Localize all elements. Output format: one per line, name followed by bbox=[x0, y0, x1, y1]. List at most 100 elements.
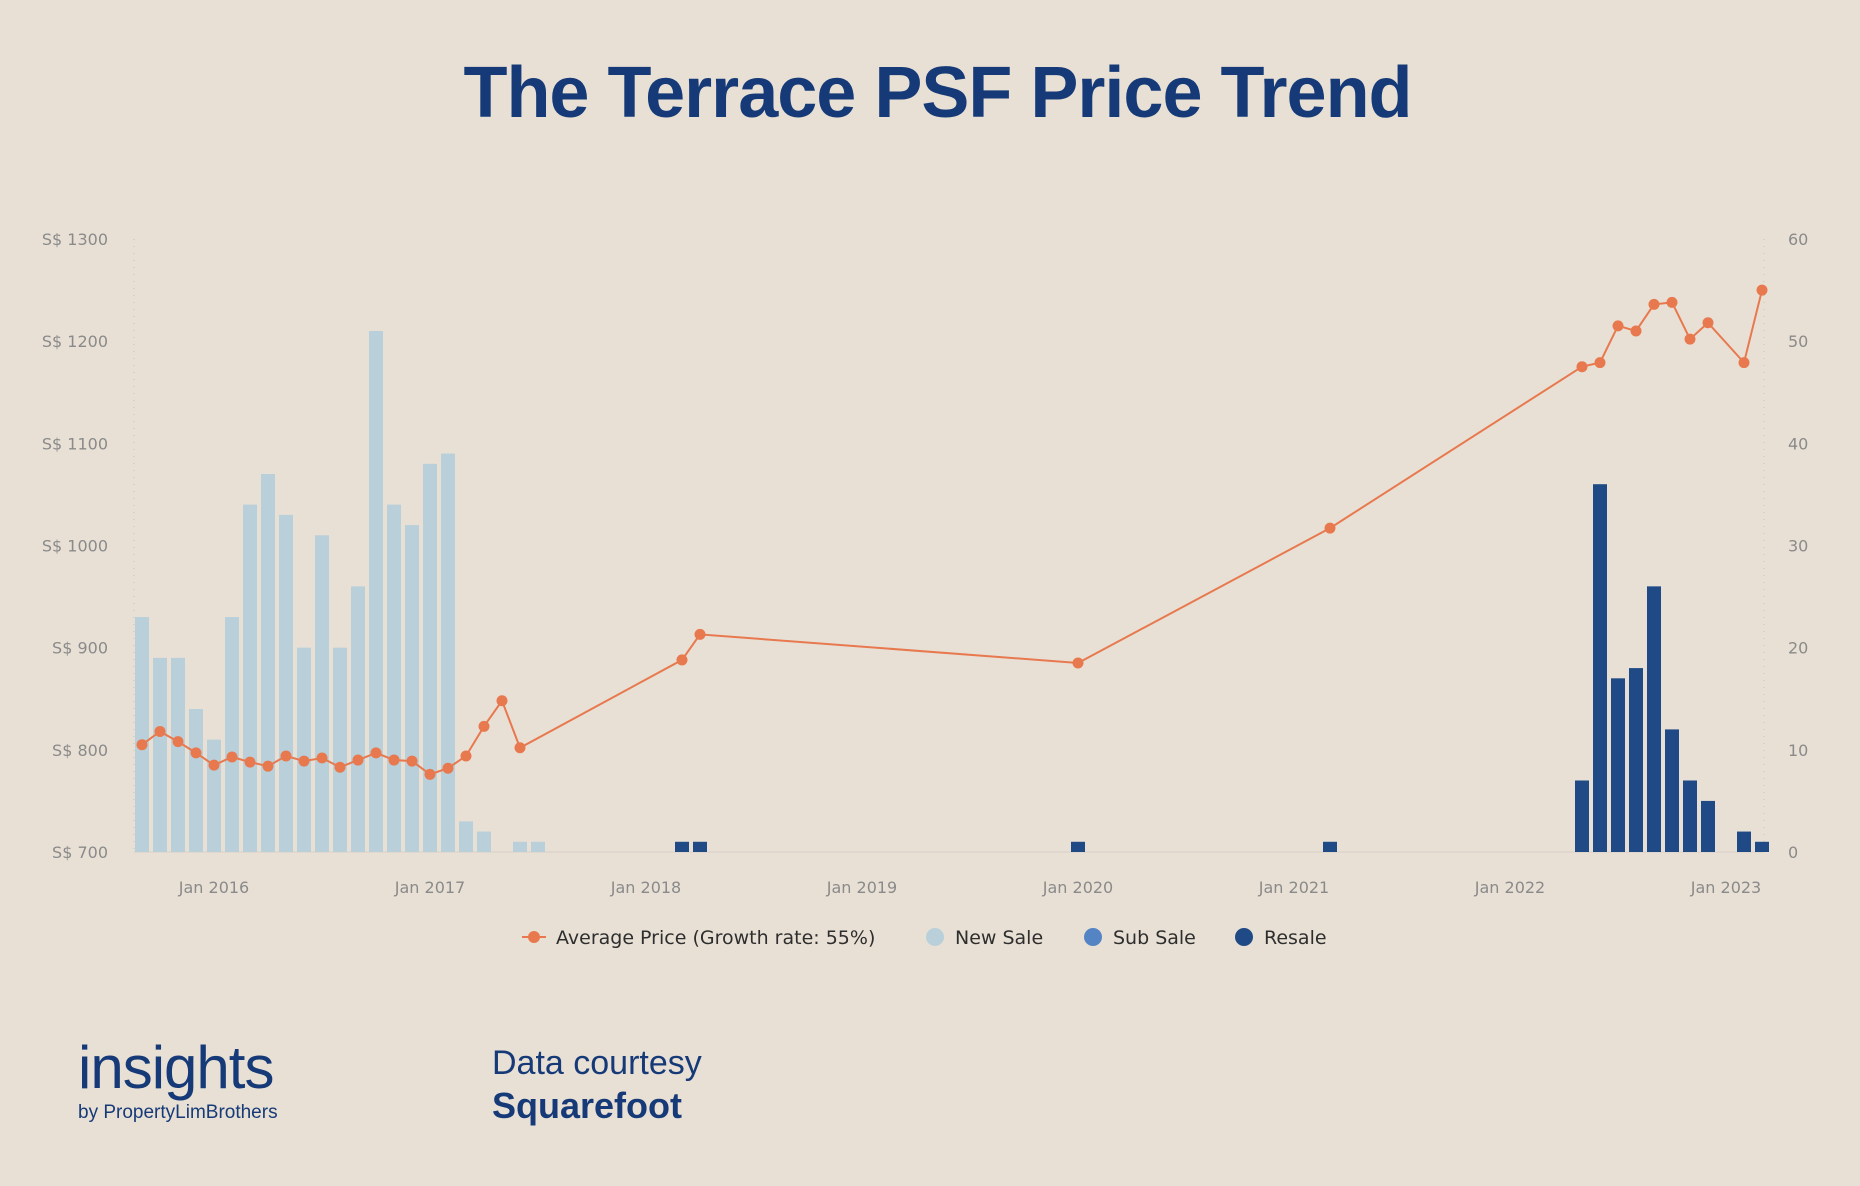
legend-average-marker bbox=[528, 931, 540, 943]
legend-resale-label: Resale bbox=[1264, 927, 1327, 949]
bar-new-sale bbox=[513, 841, 527, 852]
bar-new-sale bbox=[315, 535, 329, 852]
average-price-point bbox=[172, 736, 184, 748]
y-right-tick-label: 10 bbox=[1788, 741, 1808, 760]
brand-logo: insights by PropertyLimBrothers bbox=[78, 1034, 278, 1124]
bar-resale bbox=[1737, 831, 1751, 852]
y-left-tick-label: S$ 1200 bbox=[42, 332, 108, 351]
x-tick-label: Jan 2023 bbox=[1690, 878, 1761, 897]
average-price-point bbox=[496, 695, 508, 707]
average-price-point bbox=[694, 628, 706, 640]
bar-new-sale bbox=[387, 504, 401, 852]
bar-new-sale bbox=[369, 330, 383, 852]
average-price-point bbox=[1666, 296, 1678, 308]
average-price-line bbox=[141, 289, 1763, 776]
average-price-point bbox=[244, 756, 256, 768]
bar-resale bbox=[693, 841, 707, 852]
brand-tagline: by PropertyLimBrothers bbox=[78, 1102, 278, 1123]
x-tick-label: Jan 2021 bbox=[1258, 878, 1329, 897]
bar-resale bbox=[1647, 586, 1661, 852]
average-price-point bbox=[406, 755, 418, 767]
average-price-point bbox=[1594, 357, 1606, 369]
average-price-point bbox=[352, 754, 364, 766]
bar-new-sale bbox=[423, 463, 437, 852]
legend-new-sale-label: New Sale bbox=[955, 927, 1043, 949]
average-price-point bbox=[676, 654, 688, 666]
average-price-point bbox=[334, 761, 346, 773]
average-price-point bbox=[442, 762, 454, 774]
bar-resale bbox=[1575, 780, 1589, 852]
y-right-tick-label: 50 bbox=[1788, 332, 1808, 351]
average-price-point bbox=[1738, 357, 1750, 369]
average-price-point bbox=[1756, 284, 1768, 296]
average-price-point bbox=[154, 725, 166, 737]
bar-new-sale bbox=[207, 739, 221, 852]
y-right-tick-label: 20 bbox=[1788, 639, 1808, 658]
average-price-point bbox=[1648, 298, 1660, 310]
data-courtesy: Data courtesy Squarefoot bbox=[492, 1044, 702, 1127]
average-price-point bbox=[1702, 317, 1714, 329]
bar-resale bbox=[1071, 841, 1085, 852]
average-price-point bbox=[208, 759, 220, 771]
average-price-point bbox=[460, 750, 472, 762]
average-price-point bbox=[280, 750, 292, 762]
legend-sub-sale-label: Sub Sale bbox=[1113, 927, 1196, 949]
bar-new-sale bbox=[261, 473, 275, 852]
bar-new-sale bbox=[333, 647, 347, 852]
bar-new-sale bbox=[477, 831, 491, 852]
price-trend-chart: S$ 1300 S$ 1200 S$ 1100 S$ 1000 S$ 900 S$ 800… bbox=[42, 230, 1809, 949]
bar-new-sale bbox=[279, 514, 293, 852]
bar-resale bbox=[1665, 729, 1679, 852]
legend-new-sale-marker bbox=[926, 928, 944, 946]
x-tick-label: Jan 2022 bbox=[1474, 878, 1545, 897]
y-left-tick-label: S$ 900 bbox=[52, 639, 108, 658]
y-left-tick-label: S$ 1000 bbox=[42, 537, 108, 556]
y-right-tick-label: 0 bbox=[1788, 843, 1798, 862]
y-right-tick-label: 30 bbox=[1788, 537, 1808, 556]
average-price-point bbox=[262, 760, 274, 772]
bar-new-sale bbox=[171, 657, 185, 852]
legend-resale-marker bbox=[1235, 928, 1253, 946]
bar-resale bbox=[675, 841, 689, 852]
bar-resale bbox=[1629, 668, 1643, 852]
average-price-point bbox=[1612, 320, 1624, 332]
x-tick-label: Jan 2019 bbox=[826, 878, 897, 897]
bar-new-sale bbox=[531, 841, 545, 852]
x-tick-label: Jan 2016 bbox=[178, 878, 249, 897]
bar-resale bbox=[1755, 841, 1769, 852]
bar-new-sale bbox=[243, 504, 257, 852]
x-tick-label: Jan 2018 bbox=[610, 878, 681, 897]
average-price-point bbox=[298, 755, 310, 767]
legend-sub-sale-marker bbox=[1084, 928, 1102, 946]
average-price-point bbox=[136, 739, 148, 751]
average-price-point bbox=[316, 752, 328, 764]
bar-new-sale bbox=[135, 617, 149, 852]
bar-resale bbox=[1683, 780, 1697, 852]
y-left-tick-label: S$ 1100 bbox=[42, 434, 108, 453]
average-price-point bbox=[1684, 333, 1696, 345]
bar-new-sale bbox=[405, 525, 419, 852]
brand-name: insights bbox=[78, 1034, 274, 1101]
courtesy-label: Data courtesy bbox=[492, 1044, 702, 1082]
legend-average-label: Average Price (Growth rate: 55%) bbox=[556, 927, 875, 949]
average-price-point bbox=[514, 742, 526, 754]
average-price-point bbox=[1576, 361, 1588, 373]
chart-title: The Terrace PSF Price Trend bbox=[463, 53, 1412, 133]
average-price-point bbox=[1630, 325, 1642, 337]
bar-new-sale bbox=[351, 586, 365, 852]
y-left-tick-label: S$ 700 bbox=[52, 843, 108, 862]
x-tick-label: Jan 2017 bbox=[394, 878, 465, 897]
y-right-tick-label: 60 bbox=[1788, 230, 1808, 249]
bar-resale bbox=[1611, 678, 1625, 852]
bar-new-sale bbox=[297, 647, 311, 852]
y-left-tick-label: S$ 800 bbox=[52, 741, 108, 760]
bar-new-sale bbox=[459, 821, 473, 852]
y-right-tick-label: 40 bbox=[1788, 434, 1808, 453]
average-price-point bbox=[1324, 522, 1336, 534]
bar-resale bbox=[1701, 800, 1715, 852]
bar-new-sale bbox=[153, 657, 167, 852]
y-left-tick-label: S$ 1300 bbox=[42, 230, 108, 249]
courtesy-source: Squarefoot bbox=[492, 1085, 683, 1126]
bar-resale bbox=[1593, 484, 1607, 852]
average-price-point bbox=[478, 720, 490, 732]
